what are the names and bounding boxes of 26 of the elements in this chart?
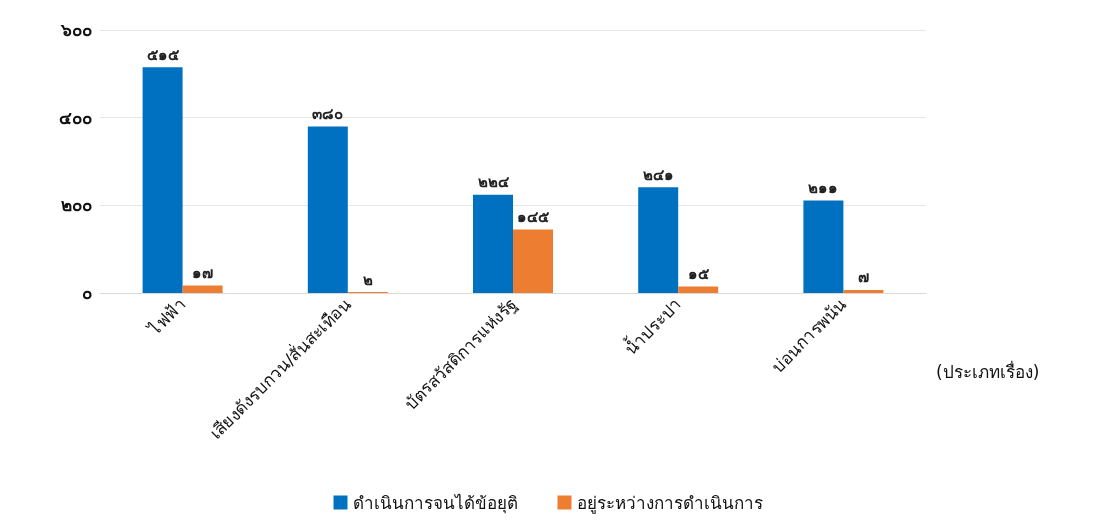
y-tick-label: ๒๐๐ — [61, 195, 92, 216]
bar — [638, 187, 679, 293]
data-label: ๗ — [857, 268, 869, 287]
data-label: ๕๑๕ — [146, 45, 180, 64]
bar — [142, 67, 183, 293]
data-label: ๑๗ — [192, 264, 214, 283]
data-label: ๑๔๕ — [517, 207, 550, 226]
legend-label: ดำเนินการจนได้ข้อยุติ — [352, 492, 518, 514]
bar — [843, 289, 884, 293]
y-tick-label: ๖๐๐ — [60, 20, 92, 40]
x-axis-title: (ประเภทเรื่อง) — [936, 359, 1040, 382]
data-label: ๑๕ — [687, 264, 710, 283]
bar — [513, 229, 553, 293]
data-label: ๓๘๐ — [312, 104, 344, 123]
data-label: ๒ — [362, 270, 373, 289]
data-label: ๒๔๑ — [642, 165, 674, 184]
y-tick-label: ๔๐๐ — [59, 107, 92, 128]
bar — [182, 285, 223, 293]
bar — [473, 194, 513, 293]
y-tick-label: ๐ — [82, 283, 92, 303]
bar — [307, 126, 348, 293]
data-label: ๒๑๑ — [808, 179, 839, 198]
bar — [803, 200, 844, 293]
data-label: ๒๒๔ — [477, 173, 510, 192]
bar — [678, 286, 719, 293]
legend-label: อยู่ระหว่างการดำเนินการ — [576, 492, 763, 514]
